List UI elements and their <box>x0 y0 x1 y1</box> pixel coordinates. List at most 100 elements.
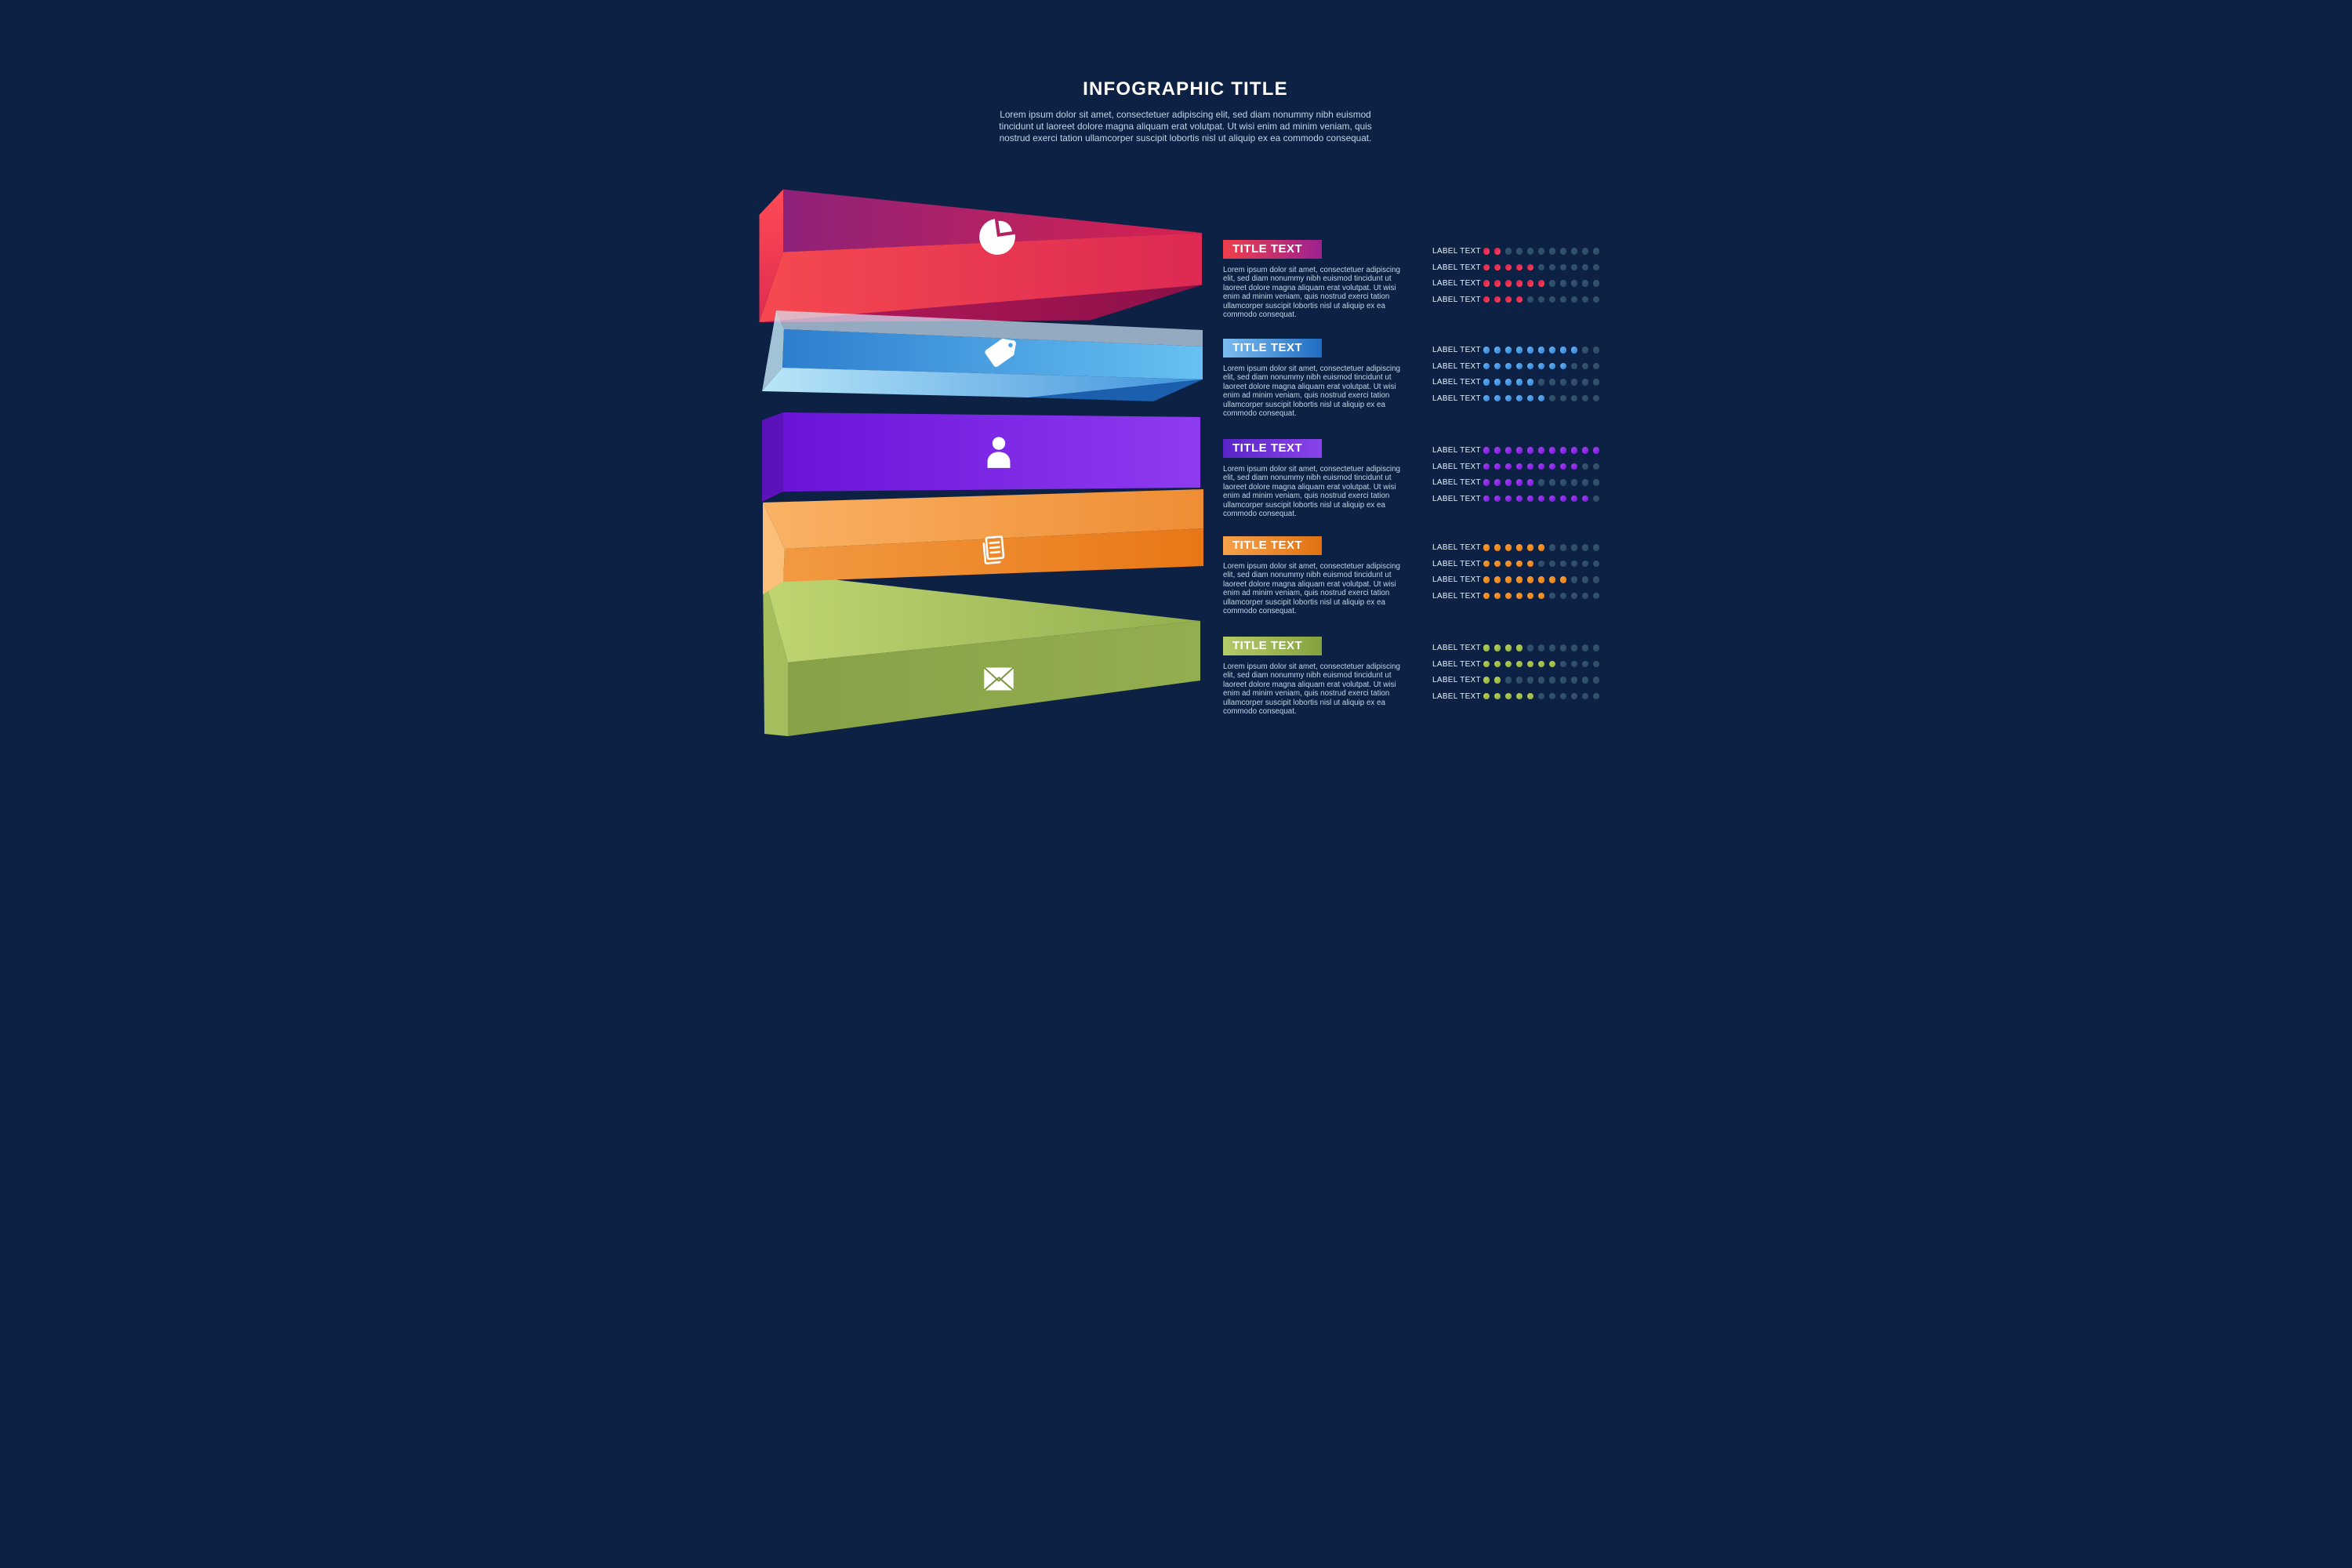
dot-empty <box>1548 544 1556 551</box>
dot-filled <box>1483 495 1490 503</box>
dot-filled <box>1483 576 1490 583</box>
dot-filled <box>1526 347 1534 354</box>
dot-filled <box>1537 576 1545 583</box>
dot-filled <box>1504 592 1512 600</box>
dot-empty <box>1537 248 1545 255</box>
row-label: LABEL TEXT <box>1432 394 1481 403</box>
dot-filled <box>1494 296 1501 303</box>
dot-filled <box>1515 560 1523 568</box>
dot-empty <box>1592 560 1600 568</box>
dot-empty <box>1592 362 1600 370</box>
dot-filled <box>1504 379 1512 386</box>
dot-filled <box>1537 280 1545 287</box>
dot-meter <box>1483 248 1600 255</box>
rating-row: LABEL TEXT <box>1432 246 1600 256</box>
dot-filled <box>1504 495 1512 503</box>
row-label: LABEL TEXT <box>1432 247 1481 256</box>
dot-filled <box>1592 447 1600 454</box>
dot-empty <box>1592 248 1600 255</box>
dot-filled <box>1494 576 1501 583</box>
section-title-bar: TITLE TEXT <box>1223 339 1322 358</box>
dot-filled <box>1504 394 1512 402</box>
dot-filled <box>1483 660 1490 668</box>
dot-empty <box>1559 263 1567 271</box>
dot-empty <box>1581 362 1589 370</box>
dot-filled <box>1515 362 1523 370</box>
dot-filled <box>1483 677 1490 684</box>
section-title-bar: TITLE TEXT <box>1223 637 1322 655</box>
dot-empty <box>1504 248 1512 255</box>
row-label: LABEL TEXT <box>1432 494 1481 503</box>
dot-filled <box>1570 447 1578 454</box>
dot-filled <box>1515 379 1523 386</box>
row-label: LABEL TEXT <box>1432 543 1481 552</box>
rating-block: LABEL TEXT LABEL TEXT LABEL TEXT LABEL TEXT <box>1432 246 1600 310</box>
dot-filled <box>1526 592 1534 600</box>
dot-empty <box>1526 296 1534 303</box>
rating-row: LABEL TEXT <box>1432 377 1600 387</box>
dot-filled <box>1504 447 1512 454</box>
dot-empty <box>1592 379 1600 386</box>
envelope-icon <box>983 666 1014 691</box>
rating-block: LABEL TEXT LABEL TEXT LABEL TEXT LABEL TEXT <box>1432 445 1600 510</box>
dot-empty <box>1581 544 1589 551</box>
dot-filled <box>1537 660 1545 668</box>
section-blue: TITLE TEXT Lorem ipsum dolor sit amet, c… <box>1223 339 1600 418</box>
dot-filled <box>1504 479 1512 486</box>
dot-empty <box>1548 479 1556 486</box>
dot-filled <box>1483 347 1490 354</box>
dot-filled <box>1515 447 1523 454</box>
dot-empty <box>1570 280 1578 287</box>
dot-empty <box>1504 677 1512 684</box>
dot-filled <box>1504 560 1512 568</box>
rating-block: LABEL TEXT LABEL TEXT LABEL TEXT LABEL TEXT <box>1432 543 1600 607</box>
dot-empty <box>1526 248 1534 255</box>
dot-empty <box>1581 379 1589 386</box>
dot-empty <box>1581 576 1589 583</box>
rating-row: LABEL TEXT <box>1432 477 1600 488</box>
dot-empty <box>1581 660 1589 668</box>
dot-filled <box>1515 463 1523 470</box>
dot-filled <box>1559 463 1567 470</box>
dot-filled <box>1494 394 1501 402</box>
dot-filled <box>1548 495 1556 503</box>
row-label: LABEL TEXT <box>1432 263 1481 272</box>
dot-filled <box>1494 479 1501 486</box>
dot-empty <box>1570 379 1578 386</box>
section-purple: TITLE TEXT Lorem ipsum dolor sit amet, c… <box>1223 439 1600 518</box>
dot-empty <box>1570 479 1578 486</box>
rating-block: LABEL TEXT LABEL TEXT LABEL TEXT LABEL TEXT <box>1432 643 1600 707</box>
dot-filled <box>1494 544 1501 551</box>
dot-empty <box>1559 560 1567 568</box>
section-description: Lorem ipsum dolor sit amet, consectetuer… <box>1223 662 1400 717</box>
dot-empty <box>1548 677 1556 684</box>
section-description: Lorem ipsum dolor sit amet, consectetuer… <box>1223 266 1400 320</box>
dot-empty <box>1581 560 1589 568</box>
section-green: TITLE TEXT Lorem ipsum dolor sit amet, c… <box>1223 637 1600 717</box>
dot-empty <box>1570 576 1578 583</box>
dot-empty <box>1526 644 1534 652</box>
dot-empty <box>1559 644 1567 652</box>
dot-filled <box>1504 576 1512 583</box>
row-label: LABEL TEXT <box>1432 279 1481 288</box>
dot-filled <box>1570 347 1578 354</box>
section-title-bar: TITLE TEXT <box>1223 536 1322 555</box>
dot-empty <box>1548 248 1556 255</box>
rating-row: LABEL TEXT <box>1432 445 1600 456</box>
dot-empty <box>1548 296 1556 303</box>
dot-filled <box>1494 463 1501 470</box>
row-label: LABEL TEXT <box>1432 295 1481 304</box>
dot-filled <box>1483 544 1490 551</box>
dot-filled <box>1581 447 1589 454</box>
dot-filled <box>1483 447 1490 454</box>
dot-filled <box>1494 644 1501 652</box>
dot-empty <box>1570 644 1578 652</box>
dot-empty <box>1581 592 1589 600</box>
dot-empty <box>1592 544 1600 551</box>
section-title: TITLE TEXT <box>1232 441 1303 455</box>
dot-empty <box>1592 677 1600 684</box>
dot-filled <box>1537 394 1545 402</box>
dot-filled <box>1483 280 1490 287</box>
dot-filled <box>1526 479 1534 486</box>
dot-empty <box>1581 692 1589 700</box>
